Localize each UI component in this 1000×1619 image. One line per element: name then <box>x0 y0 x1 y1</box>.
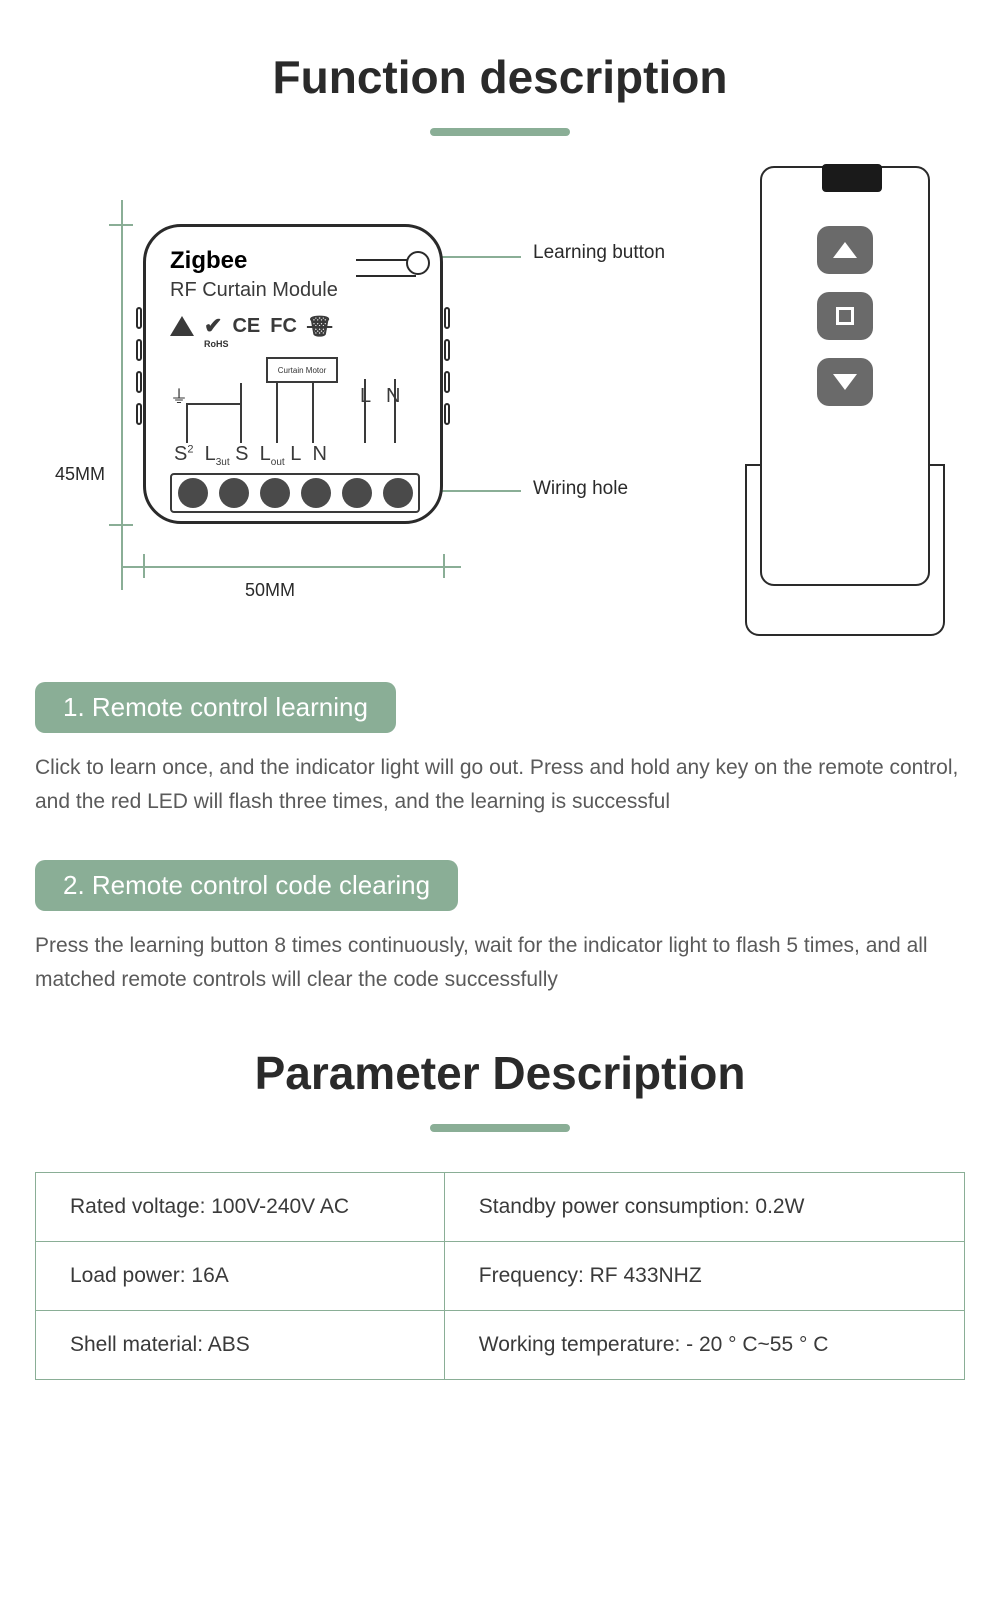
remote-up-button <box>817 226 873 274</box>
step-2-title: 2. Remote control code clearing <box>35 860 458 911</box>
function-title: Function description <box>35 50 965 104</box>
table-cell: Standby power consumption: 0.2W <box>444 1173 964 1242</box>
table-cell: Load power: 16A <box>36 1242 445 1311</box>
pin-L: L <box>360 385 371 408</box>
param-table: Rated voltage: 100V-240V AC Standby powe… <box>35 1172 965 1380</box>
terminal-labels: S2 L3ut S Lout L N <box>174 443 327 468</box>
rohs-label: RoHS <box>204 339 229 349</box>
param-title: Parameter Description <box>35 1046 965 1100</box>
cert-row: ✔ CE FC 🗑 <box>170 313 332 339</box>
dim-width-label: 50MM <box>245 580 295 601</box>
remote-stop-button <box>817 292 873 340</box>
module-subtitle: RF Curtain Module <box>170 279 338 302</box>
motor-box: Curtain Motor <box>266 357 338 383</box>
dim-height-label: 45MM <box>55 464 105 485</box>
remote-body <box>760 166 930 586</box>
terminal-block <box>170 473 420 513</box>
module-body: Zigbee RF Curtain Module ✔ CE FC 🗑 RoHS … <box>143 224 443 524</box>
square-icon <box>836 307 854 325</box>
danger-icon <box>170 316 194 336</box>
title-underline <box>430 128 570 136</box>
cert-fc: FC <box>270 315 297 338</box>
param-underline <box>430 1124 570 1132</box>
table-row: Load power: 16A Frequency: RF 433NHZ <box>36 1242 965 1311</box>
module-diagram: 45MM 50MM Learning button Wiring hole Zi… <box>55 176 715 606</box>
step-1-title: 1. Remote control learning <box>35 682 396 733</box>
table-row: Shell material: ABS Working temperature:… <box>36 1311 965 1380</box>
table-cell: Rated voltage: 100V-240V AC <box>36 1173 445 1242</box>
diagrams-row: 45MM 50MM Learning button Wiring hole Zi… <box>35 176 965 636</box>
learning-button-icon <box>406 251 430 275</box>
pin-N: N <box>386 385 400 408</box>
step-2-body: Press the learning button 8 times contin… <box>35 929 965 996</box>
remote-diagram <box>745 166 945 636</box>
check-icon: ✔ <box>204 313 222 339</box>
callout-learning-button: Learning button <box>533 242 665 264</box>
table-cell: Shell material: ABS <box>36 1311 445 1380</box>
step-1-body: Click to learn once, and the indicator l… <box>35 751 965 818</box>
step-2: 2. Remote control code clearing Press th… <box>35 854 965 996</box>
table-row: Rated voltage: 100V-240V AC Standby powe… <box>36 1173 965 1242</box>
table-cell: Working temperature: - 20 ° C~55 ° C <box>444 1311 964 1380</box>
callout-wiring-hole: Wiring hole <box>533 478 628 500</box>
table-cell: Frequency: RF 433NHZ <box>444 1242 964 1311</box>
step-1: 1. Remote control learning Click to lear… <box>35 676 965 818</box>
weee-icon: 🗑 <box>307 314 332 339</box>
cert-ce: CE <box>232 315 260 338</box>
module-brand: Zigbee <box>170 247 247 275</box>
remote-ir-window <box>822 164 882 192</box>
triangle-down-icon <box>833 374 857 390</box>
remote-down-button <box>817 358 873 406</box>
triangle-up-icon <box>833 242 857 258</box>
